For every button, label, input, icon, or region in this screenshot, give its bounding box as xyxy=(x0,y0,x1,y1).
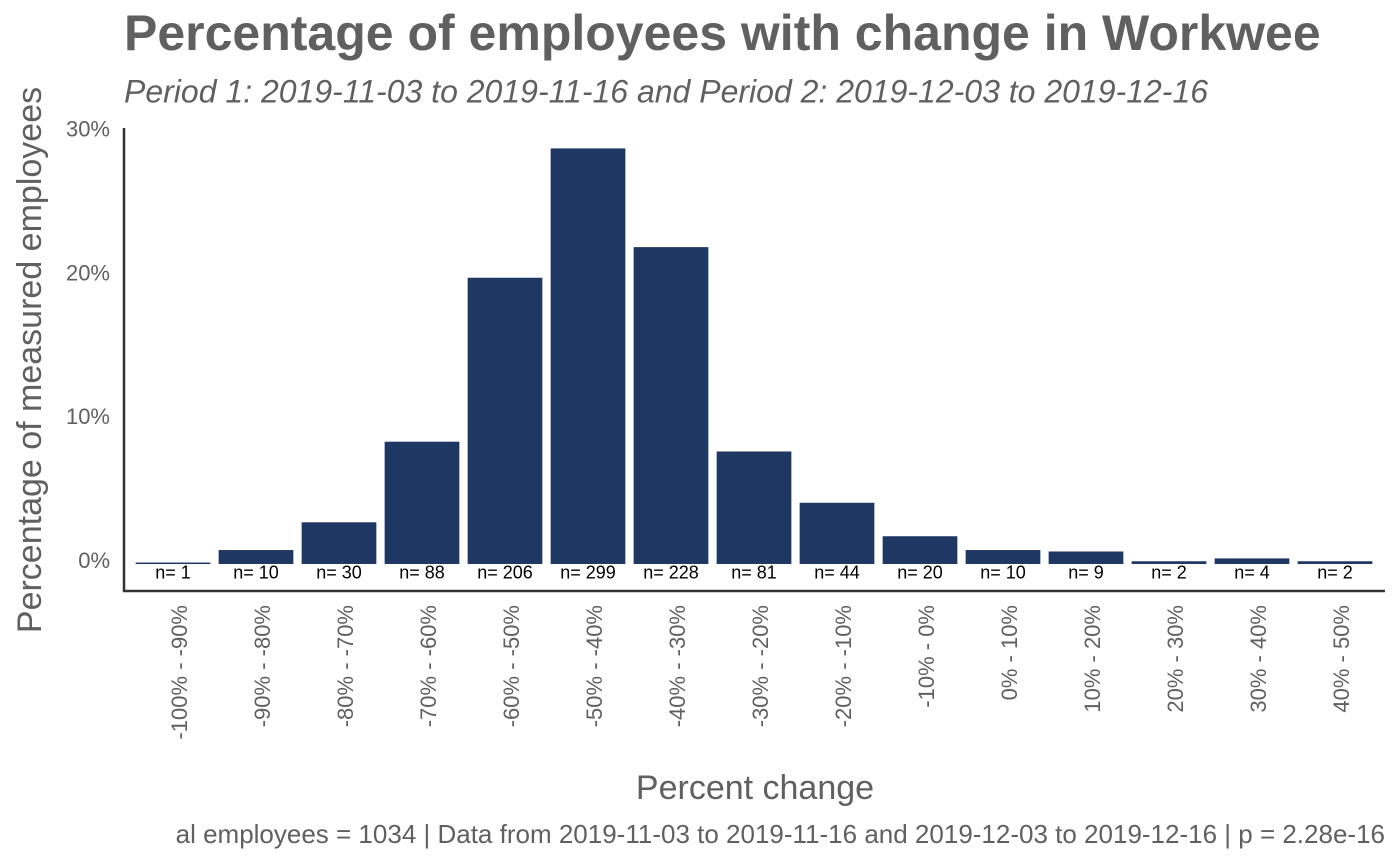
x-tick-label: 40% - 50% xyxy=(1329,605,1354,713)
bar xyxy=(965,550,1041,564)
bar xyxy=(301,522,377,564)
count-label: n= 2 xyxy=(1151,563,1187,583)
y-tick-label: 10% xyxy=(66,404,110,429)
count-label: n= 44 xyxy=(814,563,860,583)
count-label: n= 10 xyxy=(980,563,1026,583)
count-label: n= 9 xyxy=(1068,563,1104,583)
count-label: n= 1 xyxy=(155,563,191,583)
y-tick-label: 0% xyxy=(78,548,110,573)
x-axis-title: Percent change xyxy=(636,769,874,807)
x-tick-label: -90% - -80% xyxy=(250,605,275,727)
x-tick-label: -30% - -20% xyxy=(748,605,773,727)
count-label: n= 228 xyxy=(643,563,699,583)
bar xyxy=(467,277,543,564)
count-label: n= 206 xyxy=(477,563,533,583)
y-tick-label: 30% xyxy=(66,117,110,142)
bar xyxy=(799,502,875,564)
count-label: n= 88 xyxy=(399,563,445,583)
bar xyxy=(1131,561,1207,564)
bar xyxy=(1297,561,1373,564)
bar xyxy=(135,562,211,565)
x-tick-label: 0% - 10% xyxy=(997,605,1022,700)
chart-title: Percentage of employees with change in W… xyxy=(124,5,1321,61)
bar xyxy=(882,536,958,564)
x-tick-label: -100% - -90% xyxy=(167,605,192,740)
count-label: n= 20 xyxy=(897,563,943,583)
bar xyxy=(1048,551,1124,564)
x-tick-label: -80% - -70% xyxy=(333,605,358,727)
bar xyxy=(716,451,792,564)
x-tick-label: 20% - 30% xyxy=(1163,605,1188,713)
x-tick-label: 30% - 40% xyxy=(1246,605,1271,713)
x-tick-label: -10% - 0% xyxy=(914,605,939,708)
count-label: n= 10 xyxy=(233,563,279,583)
y-axis-title: Percentage of measured employees xyxy=(11,87,49,633)
count-label: n= 299 xyxy=(560,563,616,583)
count-label: n= 4 xyxy=(1234,563,1270,583)
x-tick-label: -70% - -60% xyxy=(416,605,441,727)
x-tick-label: -60% - -50% xyxy=(499,605,524,727)
caption: al employees = 1034 | Data from 2019-11-… xyxy=(176,819,1385,849)
bar xyxy=(1214,558,1290,564)
bar xyxy=(384,441,460,564)
bar xyxy=(218,550,294,564)
count-label: n= 30 xyxy=(316,563,362,583)
x-tick-label: -20% - -10% xyxy=(831,605,856,727)
chart-subtitle: Period 1: 2019-11-03 to 2019-11-16 and P… xyxy=(124,73,1208,109)
x-tick-label: 10% - 20% xyxy=(1080,605,1105,713)
count-label: n= 2 xyxy=(1317,563,1353,583)
bar xyxy=(633,247,709,564)
y-tick-label: 20% xyxy=(66,260,110,285)
bar xyxy=(550,148,626,564)
x-tick-label: -40% - -30% xyxy=(665,605,690,727)
count-label: n= 81 xyxy=(731,563,777,583)
x-tick-label: -50% - -40% xyxy=(582,605,607,727)
